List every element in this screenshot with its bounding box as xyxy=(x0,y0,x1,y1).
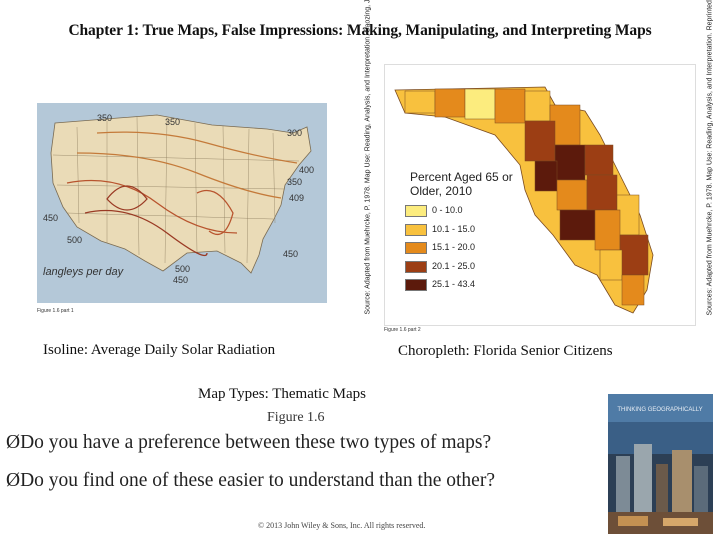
legend-swatch xyxy=(405,242,427,254)
book-cover-image: THINKING GEOGRAPHICALLY xyxy=(608,394,713,534)
isoline-caption: Isoline: Average Daily Solar Radiation xyxy=(43,342,276,358)
choropleth-figure-label: Figure 1.6 part 2 xyxy=(384,327,421,333)
contour-label: 300 xyxy=(287,128,302,138)
isoline-map: 350 350 300 400 350 409 450 500 450 500 … xyxy=(37,103,327,303)
contour-labels: 350 350 300 400 350 409 450 500 450 500 … xyxy=(43,113,314,285)
map-unit-label: langleys per day xyxy=(43,266,125,278)
contour-label: 350 xyxy=(287,177,302,187)
legend-swatch xyxy=(405,261,427,273)
contour-label: 450 xyxy=(283,249,298,259)
florida-map xyxy=(385,65,695,325)
choropleth-legend-title: Percent Aged 65 or Older, 2010 xyxy=(410,170,513,198)
contour-label: 350 xyxy=(97,113,112,123)
isolines xyxy=(66,131,298,257)
isoline-credit: Source: Adapted from Muehrcke, P. 1978. … xyxy=(364,0,372,315)
figure-number: Figure 1.6 xyxy=(267,410,325,425)
contour-label: 450 xyxy=(43,213,58,223)
choropleth-map-figure xyxy=(384,64,696,326)
choropleth-caption: Choropleth: Florida Senior Citizens xyxy=(398,343,613,359)
legend-label: 25.1 - 43.4 xyxy=(432,279,476,289)
contour-label: 500 xyxy=(175,264,190,274)
contour-label: 350 xyxy=(165,117,180,127)
isoline-figure-label: Figure 1.6 part 1 xyxy=(37,308,74,314)
contour-label: 409 xyxy=(289,193,304,203)
slide-title: Chapter 1: True Maps, False Impressions:… xyxy=(68,22,652,39)
bullet-question-2: ØDo you find one of these easier to unde… xyxy=(6,470,495,491)
book-title: THINKING GEOGRAPHICALLY xyxy=(617,407,702,413)
contour-label: 450 xyxy=(173,275,188,285)
florida-outline xyxy=(394,86,654,314)
copyright-notice: © 2013 John Wiley & Sons, Inc. All right… xyxy=(258,521,426,530)
legend-swatch xyxy=(405,224,427,236)
florida-counties xyxy=(404,88,649,306)
contour-label: 500 xyxy=(67,235,82,245)
slide-subtitle: Map Types: Thematic Maps xyxy=(198,386,366,402)
bullet-question-1: ØDo you have a preference between these … xyxy=(6,432,492,453)
legend-label: 10.1 - 15.0 xyxy=(432,224,476,234)
legend-label: 15.1 - 20.0 xyxy=(432,242,476,252)
legend-label: 0 - 10.0 xyxy=(432,205,463,215)
legend-label: 20.1 - 25.0 xyxy=(432,261,476,271)
choropleth-credit: Sources: Adapted from Muehrcke, P. 1978.… xyxy=(706,0,714,316)
contour-label: 400 xyxy=(299,165,314,175)
legend-swatch xyxy=(405,279,427,291)
legend-swatch xyxy=(405,205,427,217)
